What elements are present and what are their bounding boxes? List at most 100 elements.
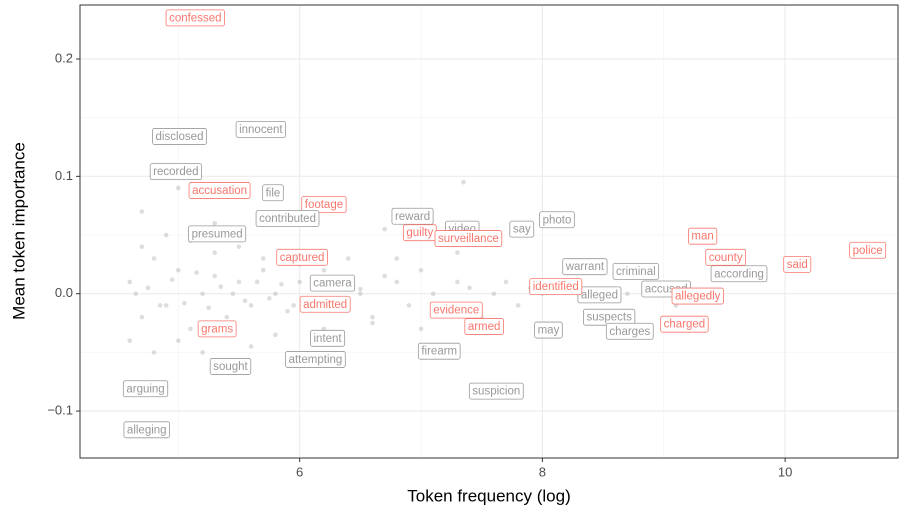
point [127, 279, 133, 285]
x-tick-label: 8 [539, 464, 546, 479]
y-tick-label: 0.0 [55, 285, 73, 300]
word-label: innocent [235, 120, 286, 138]
label-text: police [853, 245, 883, 257]
label-box [529, 278, 583, 296]
label-text: firearm [421, 346, 457, 358]
label-text: alleging [127, 424, 167, 436]
label-text: say [513, 224, 531, 236]
label-box [710, 265, 768, 283]
point [163, 232, 169, 238]
point [230, 291, 236, 296]
label-text: according [714, 268, 764, 280]
label-box [152, 128, 207, 145]
point [176, 185, 181, 191]
point [321, 267, 327, 273]
point [248, 344, 254, 349]
label-box [509, 220, 535, 238]
word-label: admitted [299, 295, 351, 313]
point [157, 303, 163, 308]
point [273, 332, 278, 338]
word-label: attempting [285, 351, 346, 368]
point [358, 291, 363, 296]
point [224, 314, 230, 320]
label-box [660, 315, 709, 333]
label-text: reward [395, 211, 430, 223]
plot-border [79, 4, 899, 459]
label-box [255, 210, 320, 227]
word-label: accusation [188, 182, 251, 199]
label-text: arguing [126, 383, 164, 395]
word-label: contributed [255, 210, 320, 227]
word-label: according [710, 265, 768, 283]
y-tick-label: −0.1 [47, 402, 73, 417]
point [455, 279, 460, 285]
label-box [434, 230, 503, 247]
label-text: innocent [239, 124, 283, 136]
point [206, 305, 211, 311]
label-box [671, 287, 724, 305]
label-box [464, 318, 504, 335]
label-box [301, 196, 347, 213]
point [394, 256, 400, 261]
label-text: disclosed [156, 131, 204, 143]
word-label: photo [539, 211, 575, 229]
word-label: camera [309, 274, 356, 292]
label-text: county [709, 252, 743, 264]
label-text: charges [609, 326, 650, 338]
point [176, 267, 181, 273]
point [418, 326, 424, 332]
word-label: confessed [165, 9, 225, 27]
point [418, 267, 424, 273]
label-text: alleged [581, 289, 618, 301]
word-label: said [783, 255, 812, 273]
label-text: photo [543, 214, 572, 226]
label-text: confessed [169, 12, 221, 24]
word-label: suspects [583, 308, 636, 326]
label-text: recorded [153, 166, 198, 178]
point [169, 277, 175, 282]
point [194, 270, 199, 275]
point [625, 291, 630, 296]
label-text: intent [314, 333, 343, 345]
point [382, 273, 387, 279]
label-box [197, 320, 237, 338]
label-box [209, 358, 252, 375]
label-box [188, 182, 251, 199]
label-text: warrant [565, 261, 605, 273]
label-text: man [691, 231, 713, 243]
word-label: surveillance [434, 230, 503, 247]
label-box [149, 163, 202, 181]
point [273, 291, 278, 296]
point [248, 303, 254, 308]
word-label: captured [276, 248, 328, 266]
label-text: may [538, 325, 560, 337]
y-axis-title: Mean token importance [9, 142, 28, 320]
label-text: footage [305, 199, 343, 211]
word-label: alleging [123, 421, 170, 439]
label-text: captured [280, 252, 325, 264]
word-label: evidence [429, 301, 483, 319]
word-label: criminal [612, 263, 660, 280]
word-label: arguing [122, 380, 169, 398]
point [188, 326, 193, 332]
label-box [123, 421, 170, 439]
label-box [417, 342, 461, 360]
label-text: suspects [586, 312, 632, 324]
word-label: armed [464, 318, 504, 335]
point [430, 291, 436, 296]
word-label: sought [209, 358, 252, 375]
label-text: evidence [433, 305, 479, 317]
word-label: police [849, 241, 887, 259]
word-label: allegedly [671, 287, 724, 305]
point [260, 256, 266, 261]
label-text: said [787, 259, 808, 271]
point [345, 256, 351, 261]
point [254, 279, 260, 285]
point [212, 250, 218, 255]
point [358, 286, 363, 292]
word-label: disclosed [152, 128, 207, 145]
point [133, 291, 139, 296]
label-box [391, 207, 434, 225]
point [163, 303, 169, 308]
word-label: man [688, 227, 718, 245]
